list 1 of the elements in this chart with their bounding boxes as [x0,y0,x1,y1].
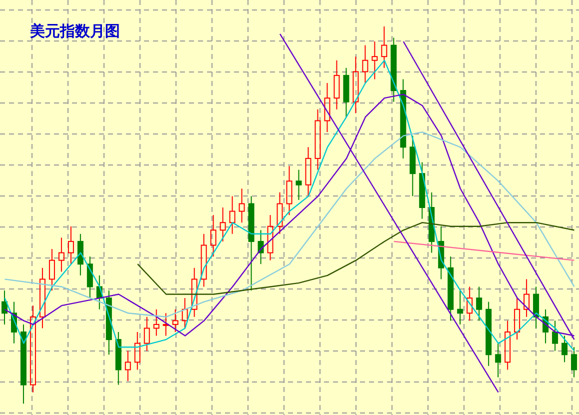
chart-title: 美元指数月图 [30,22,120,41]
